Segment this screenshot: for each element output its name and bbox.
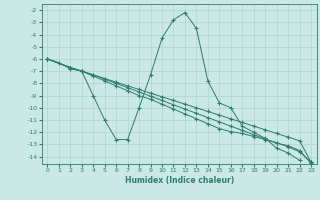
X-axis label: Humidex (Indice chaleur): Humidex (Indice chaleur) xyxy=(124,176,234,185)
